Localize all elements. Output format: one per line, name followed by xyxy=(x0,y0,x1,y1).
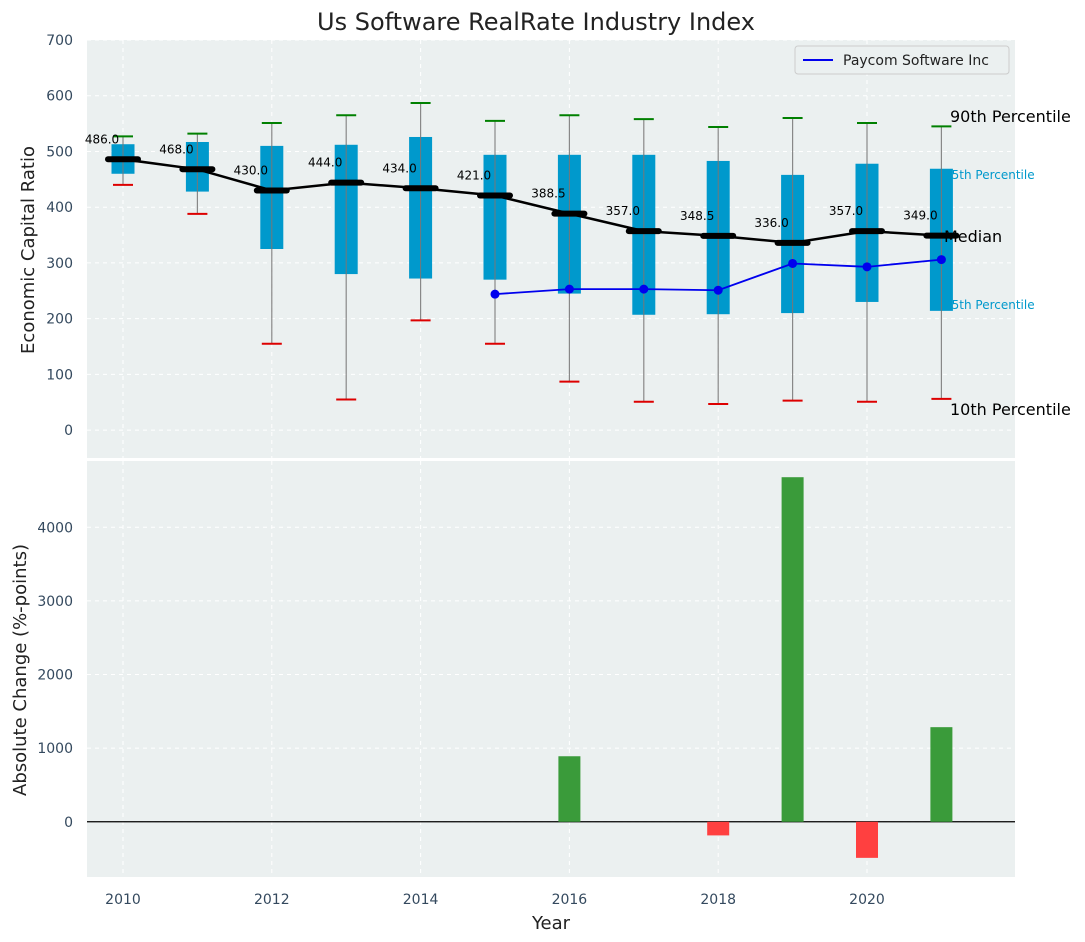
x-tick-label: 2012 xyxy=(254,892,290,908)
top-y-tick-label: 200 xyxy=(46,312,73,328)
x-tick-label: 2016 xyxy=(552,892,588,908)
x-axis-label: Year xyxy=(531,913,571,934)
bottom-y-ticks: 0 1000 2000 3000 4000 xyxy=(37,520,73,831)
legend-series-label: Paycom Software Inc xyxy=(843,53,989,69)
x-tick-label: 2010 xyxy=(105,892,141,908)
series-point xyxy=(490,289,500,299)
bottom-y-tick-label: 3000 xyxy=(37,594,73,610)
bottom-y-tick-label: 2000 xyxy=(37,668,73,684)
median-value-label: 336.0 xyxy=(754,216,788,230)
bottom-y-tick-label: 1000 xyxy=(37,741,73,757)
top-y-ticks: 0 100 200 300 400 500 600 700 xyxy=(46,33,73,439)
positive-change-bar xyxy=(558,756,581,822)
top-y-tick-label: 700 xyxy=(46,33,73,49)
series-point xyxy=(862,262,872,272)
median-value-label: 444.0 xyxy=(308,156,342,170)
median-line-group xyxy=(105,156,960,246)
x-tick-label: 2014 xyxy=(403,892,439,908)
series-point xyxy=(564,284,574,294)
chart-title: Us Software RealRate Industry Index xyxy=(317,8,755,36)
median-value-label: 486.0 xyxy=(85,132,119,146)
top-y-tick-label: 500 xyxy=(46,144,73,160)
median-value-label: 349.0 xyxy=(903,209,937,223)
median-value-label: 430.0 xyxy=(234,163,268,177)
median-annot-label: Median xyxy=(944,227,1002,246)
median-labels: 486.0 468.0 430.0 444.0 434.0 421.0 388.5 357.0… xyxy=(85,132,938,230)
top-y-tick-label: 300 xyxy=(46,256,73,272)
top-y-axis-label: Economic Capital Ratio xyxy=(18,146,39,354)
bottom-y-axis-label: Absolute Change (%-points) xyxy=(10,544,31,796)
p90-label: 90th Percentile xyxy=(950,107,1071,126)
negative-change-bar xyxy=(856,821,878,858)
series-point xyxy=(639,284,649,294)
company-series-group xyxy=(490,255,946,299)
p75-label: 75th Percentile xyxy=(944,168,1035,182)
p25-label: 25th Percentile xyxy=(944,298,1035,312)
top-y-tick-label: 0 xyxy=(64,423,73,439)
median-value-label: 388.5 xyxy=(531,187,565,201)
positive-change-bar xyxy=(930,727,953,822)
top-y-tick-label: 100 xyxy=(46,367,73,383)
x-tick-label: 2020 xyxy=(849,892,885,908)
change-bars xyxy=(558,477,953,858)
median-value-label: 357.0 xyxy=(606,204,640,218)
median-value-label: 421.0 xyxy=(457,168,491,182)
bottom-y-tick-label: 0 xyxy=(64,815,73,831)
x-ticks: 2010 2012 2014 2016 2018 2020 xyxy=(105,892,885,908)
percentile-labels: 90th Percentile 75th Percentile Median 2… xyxy=(944,107,1071,419)
legend: Paycom Software Inc xyxy=(794,45,1010,75)
series-point xyxy=(936,255,946,265)
median-value-label: 357.0 xyxy=(829,204,863,218)
negative-change-bar xyxy=(707,821,730,836)
bottom-plot-area xyxy=(87,461,1015,877)
series-point xyxy=(713,285,723,295)
x-tick-label: 2018 xyxy=(700,892,736,908)
top-y-tick-label: 400 xyxy=(46,200,73,216)
top-y-tick-label: 600 xyxy=(46,89,73,105)
positive-change-bar xyxy=(781,477,804,822)
median-value-label: 468.0 xyxy=(159,142,193,156)
median-value-label: 434.0 xyxy=(382,161,416,175)
series-point xyxy=(788,258,798,268)
p10-label: 10th Percentile xyxy=(950,400,1071,419)
legend-box xyxy=(794,45,1010,75)
bottom-y-tick-label: 4000 xyxy=(37,520,73,536)
top-panel: 0 100 200 300 400 500 600 700 486.0 468.0 430.0 44… xyxy=(18,33,1071,458)
median-value-label: 348.5 xyxy=(680,209,714,223)
